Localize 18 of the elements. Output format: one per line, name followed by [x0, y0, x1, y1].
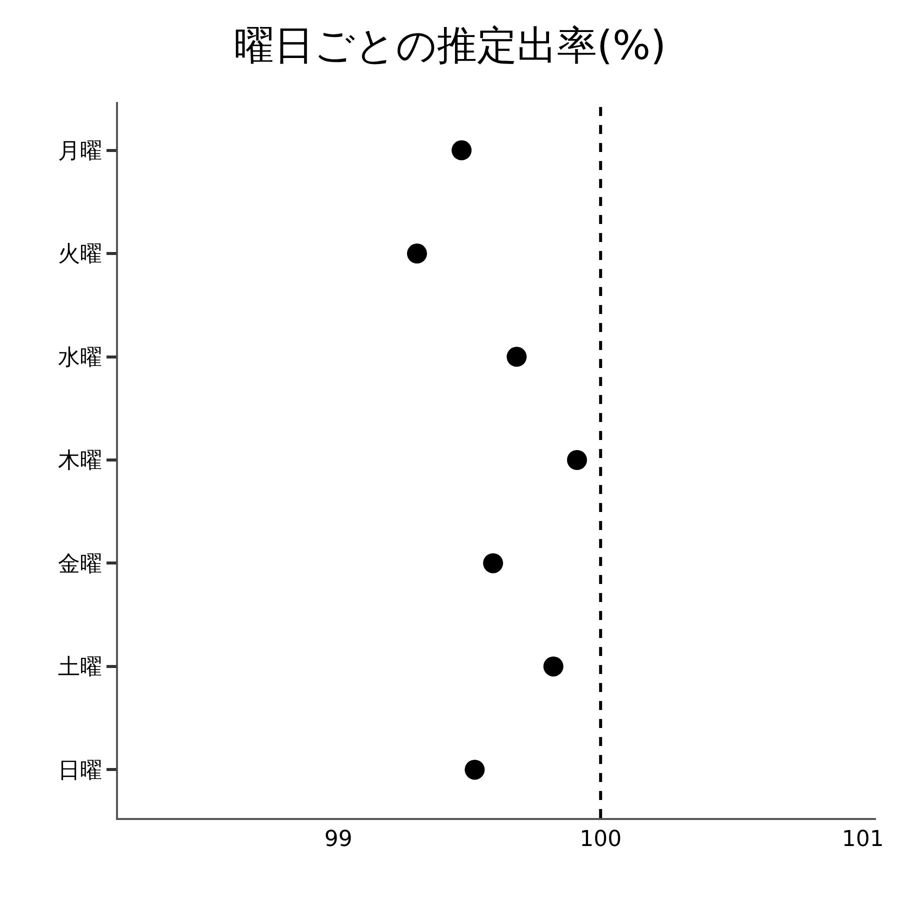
y-tick-label: 月曜 — [58, 139, 102, 164]
y-tick-label: 土曜 — [58, 655, 102, 680]
point — [567, 450, 587, 470]
x-tick-label: 101 — [842, 827, 884, 852]
y-tick-label: 木曜 — [58, 448, 102, 474]
y-tick-label: 日曜 — [58, 758, 102, 784]
x-tick-label: 99 — [324, 827, 352, 852]
chart-title: 曜日ごとの推定出率(%) — [234, 23, 666, 69]
point — [407, 244, 427, 264]
y-tick-label: 火曜 — [58, 242, 102, 268]
point — [506, 346, 527, 367]
x-tick-label: 100 — [580, 827, 622, 852]
y-tick-label: 水曜 — [58, 345, 102, 370]
point — [543, 656, 564, 676]
point — [483, 553, 504, 574]
point — [464, 760, 485, 780]
y-tick-label: 金曜 — [58, 552, 102, 577]
point — [452, 140, 472, 160]
